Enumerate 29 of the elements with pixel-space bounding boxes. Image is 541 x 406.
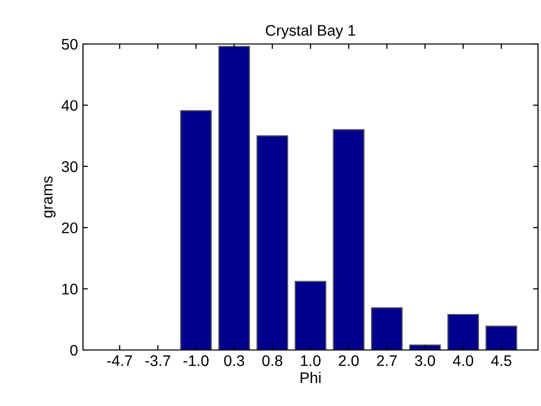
y-tick-label: 40 bbox=[62, 100, 78, 111]
y-tick-label: 10 bbox=[62, 284, 78, 294]
bar bbox=[409, 344, 441, 350]
bar bbox=[218, 46, 250, 350]
x-tick-label: -1.0 bbox=[184, 355, 209, 366]
x-tick-label: 0.8 bbox=[262, 355, 282, 366]
bar bbox=[371, 307, 403, 350]
y-axis-title: grams bbox=[44, 176, 56, 218]
bar bbox=[447, 314, 480, 350]
x-tick-label: 4.0 bbox=[452, 355, 474, 366]
bar bbox=[332, 129, 364, 350]
y-tick-label: 30 bbox=[62, 161, 78, 172]
x-tick-label: 1.0 bbox=[301, 355, 321, 366]
y-tick-label: 50 bbox=[62, 38, 78, 50]
bar bbox=[180, 110, 212, 350]
y-tick-label: 20 bbox=[62, 222, 78, 234]
y-tick-label: 0 bbox=[70, 344, 78, 356]
x-tick-label: -3.7 bbox=[145, 355, 170, 366]
chart-title: Crystal Bay 1 bbox=[266, 24, 356, 39]
x-tick-label: 3.0 bbox=[414, 355, 436, 366]
bar bbox=[256, 135, 288, 350]
x-tick-label: 0.3 bbox=[224, 355, 244, 366]
x-axis-title: Phi bbox=[300, 372, 321, 383]
x-tick-label: 4.5 bbox=[491, 355, 512, 366]
bar bbox=[294, 280, 326, 350]
x-tick-label: 2.0 bbox=[338, 355, 359, 366]
bar bbox=[486, 326, 518, 350]
x-tick-label: 2.7 bbox=[376, 355, 397, 366]
x-tick-label: -4.7 bbox=[107, 355, 132, 366]
